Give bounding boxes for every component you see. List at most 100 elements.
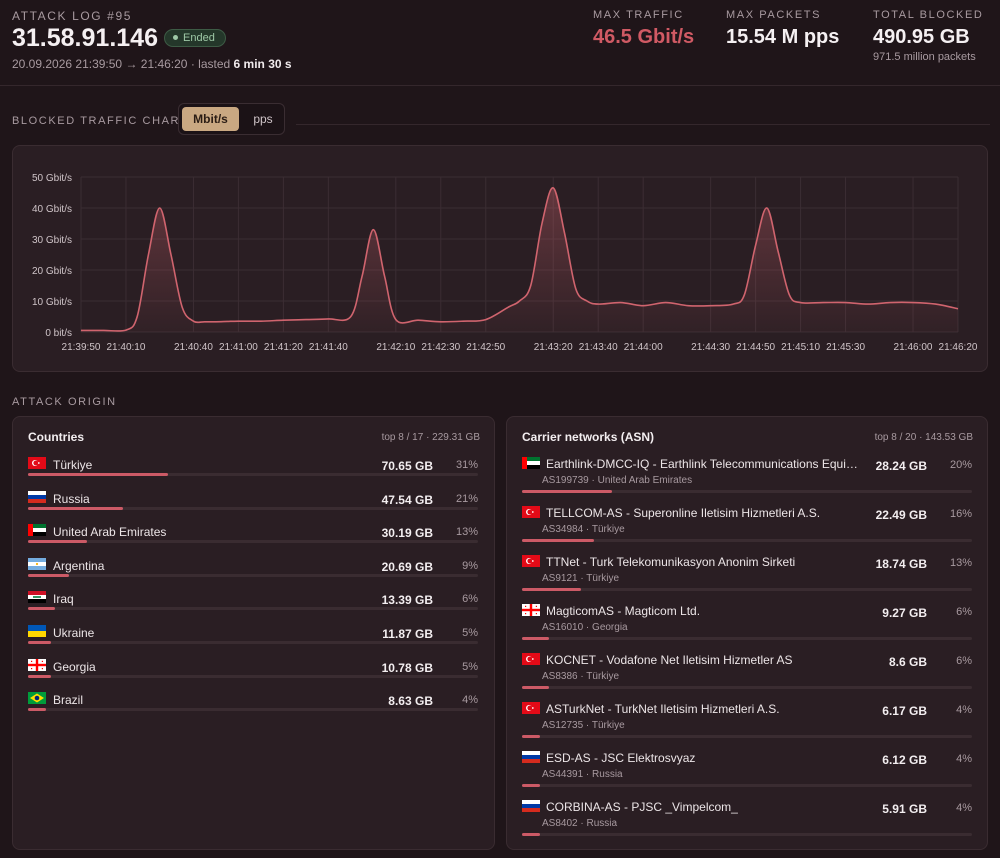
- tr-flag-icon: [28, 457, 46, 469]
- x-tick-label: 21:46:00: [894, 342, 933, 353]
- section-divider: [296, 124, 990, 125]
- asn-row[interactable]: Earthlink-DMCC-IQ - Earthlink Telecommun…: [522, 457, 972, 506]
- asn-row[interactable]: CORBINA-AS - PJSC _Vimpelcom_ AS8402 · Ru…: [522, 800, 972, 849]
- country-share: 9%: [462, 559, 478, 572]
- country-name: Russia: [53, 491, 90, 506]
- country-row[interactable]: Brazil 8.63 GB 4%: [28, 692, 478, 726]
- country-share-bar: [28, 708, 478, 712]
- country-share-bar: [28, 641, 478, 644]
- country-row[interactable]: Russia 47.54 GB 21%: [28, 490, 478, 525]
- countries-card: Countries top 8 / 17 · 229.31 GB Türkiye…: [12, 416, 495, 850]
- unit-option-mbits[interactable]: Mbit/s: [182, 107, 239, 131]
- asn-share-bar: [522, 588, 972, 591]
- stat-total-blocked: TOTAL BLOCKED 490.95 GB 971.5 million pa…: [873, 9, 983, 63]
- country-name: Argentina: [53, 558, 105, 573]
- asn-row[interactable]: MagticomAS - Magticom Ltd. AS16010 · Geor…: [522, 604, 972, 653]
- asn-share-bar: [522, 637, 972, 640]
- asn-share-fill: [522, 833, 540, 836]
- tr-flag-icon: [522, 555, 540, 567]
- asn-row[interactable]: KOCNET - Vodafone Net Iletisim Hizmetler…: [522, 653, 972, 702]
- asn-name: CORBINA-AS - PJSC _Vimpelcom_: [546, 800, 738, 814]
- stat-value: 46.5 Gbit/s: [593, 26, 695, 48]
- stat-value: 15.54 M pps: [726, 26, 840, 48]
- stat-label: TOTAL BLOCKED: [873, 9, 984, 21]
- x-tick-label: 21:40:10: [107, 342, 146, 353]
- duration-text: 6 min 30 s: [233, 57, 292, 71]
- country-name: Iraq: [53, 592, 74, 607]
- asn-row[interactable]: TELLCOM-AS - Superonline Iletisim Hizmet…: [522, 506, 972, 555]
- country-share-bar: [28, 674, 478, 678]
- unit-option-pps[interactable]: pps: [253, 112, 273, 126]
- asn-share-fill: [522, 686, 549, 689]
- asn-traffic: 18.74 GB: [875, 557, 927, 571]
- traffic-chart-card: 0 bit/s 10 Gbit/s 20 Gbit/s 30 Gbit/s 40 Gbi…: [12, 145, 988, 372]
- asn-share: 4%: [956, 753, 972, 765]
- asn-share-fill: [522, 637, 549, 640]
- country-row[interactable]: Türkiye 70.65 GB 31%: [28, 457, 478, 491]
- asn-traffic: 6.17 GB: [882, 704, 927, 718]
- asn-share: 16%: [949, 508, 972, 520]
- country-share-fill: [28, 473, 168, 476]
- tr-flag-icon: [522, 506, 540, 518]
- y-tick-label: 30 Gbit/s: [32, 235, 72, 246]
- x-tick-label: 21:40:40: [174, 342, 213, 353]
- y-tick-label: 0 bit/s: [45, 328, 72, 339]
- country-name: Ukraine: [53, 626, 95, 640]
- country-share: 4%: [462, 694, 478, 707]
- country-share-fill: [28, 708, 46, 712]
- unit-toggle: Mbit/s pps: [178, 103, 285, 135]
- asn-name: TELLCOM-AS - Superonline Iletisim Hizmet…: [546, 506, 821, 520]
- countries-summary: top 8 / 17 · 229.31 GB: [381, 432, 480, 443]
- country-share: 5%: [462, 660, 478, 673]
- country-share-fill: [28, 540, 87, 544]
- country-name: Brazil: [53, 693, 84, 708]
- country-row[interactable]: Iraq 13.39 GB 6%: [28, 591, 478, 625]
- y-tick-label: 10 Gbit/s: [32, 297, 72, 308]
- ua-flag-icon: [28, 625, 46, 637]
- asn-row[interactable]: ASTurkNet - TurkNet Iletisim Hizmetleri …: [522, 702, 972, 751]
- country-row[interactable]: Georgia 10.78 GB 5%: [28, 658, 478, 693]
- asn-number-country: AS16010 · Georgia: [542, 622, 628, 633]
- asn-share: 4%: [956, 802, 972, 814]
- asn-share: 13%: [949, 557, 972, 569]
- x-tick-label: 21:39:50: [62, 342, 101, 353]
- asn-share: 4%: [956, 704, 972, 716]
- asn-share-bar: [522, 686, 972, 689]
- asn-name: KOCNET - Vodafone Net Iletisim Hizmetler…: [546, 653, 793, 667]
- asn-share-fill: [522, 539, 594, 542]
- country-row[interactable]: United Arab Emirates 30.19 GB 13%: [28, 524, 478, 558]
- y-tick-label: 20 Gbit/s: [32, 266, 72, 277]
- country-share-fill: [28, 607, 55, 611]
- asn-share-fill: [522, 588, 581, 591]
- traffic-series-line: [80, 187, 959, 332]
- stat-sub: 971.5 million packets: [873, 51, 976, 63]
- iq-flag-icon: [28, 591, 46, 604]
- country-share: 13%: [455, 526, 478, 539]
- country-row[interactable]: Argentina 20.69 GB 9%: [28, 557, 478, 592]
- asn-number-country: AS12735 · Türkiye: [542, 720, 625, 731]
- asn-traffic: 28.24 GB: [875, 459, 927, 473]
- country-traffic: 30.19 GB: [381, 526, 433, 541]
- attack-log-label: ATTACK LOG #95: [12, 9, 132, 23]
- country-share: 6%: [462, 593, 478, 606]
- country-share: 5%: [462, 627, 478, 639]
- asn-traffic: 5.91 GB: [882, 802, 927, 816]
- country-share-bar: [28, 607, 478, 611]
- asn-share: 6%: [956, 655, 972, 667]
- asn-title: Carrier networks (ASN): [522, 430, 655, 444]
- asn-traffic: 22.49 GB: [875, 508, 927, 522]
- x-tick-label: 21:43:40: [579, 342, 618, 353]
- country-row[interactable]: Ukraine 11.87 GB 5%: [28, 625, 478, 659]
- country-traffic: 70.65 GB: [381, 459, 433, 473]
- tr-flag-icon: [522, 653, 540, 665]
- asn-traffic: 9.27 GB: [882, 606, 927, 620]
- country-traffic: 11.87 GB: [382, 627, 433, 641]
- country-share: 31%: [455, 459, 478, 471]
- attack-header: ATTACK LOG #95 31.58.91.146 Ended 20.09.…: [0, 0, 1000, 86]
- ae-flag-icon: [28, 524, 46, 537]
- asn-row[interactable]: ESD-AS - JSC Elektrosvyaz AS44391 · Russi…: [522, 751, 972, 800]
- asn-row[interactable]: TTNet - Turk Telekomunikasyon Anonim Sir…: [522, 555, 972, 604]
- country-name: Türkiye: [53, 458, 93, 472]
- br-flag-icon: [28, 692, 46, 705]
- ge-flag-icon: [522, 604, 540, 616]
